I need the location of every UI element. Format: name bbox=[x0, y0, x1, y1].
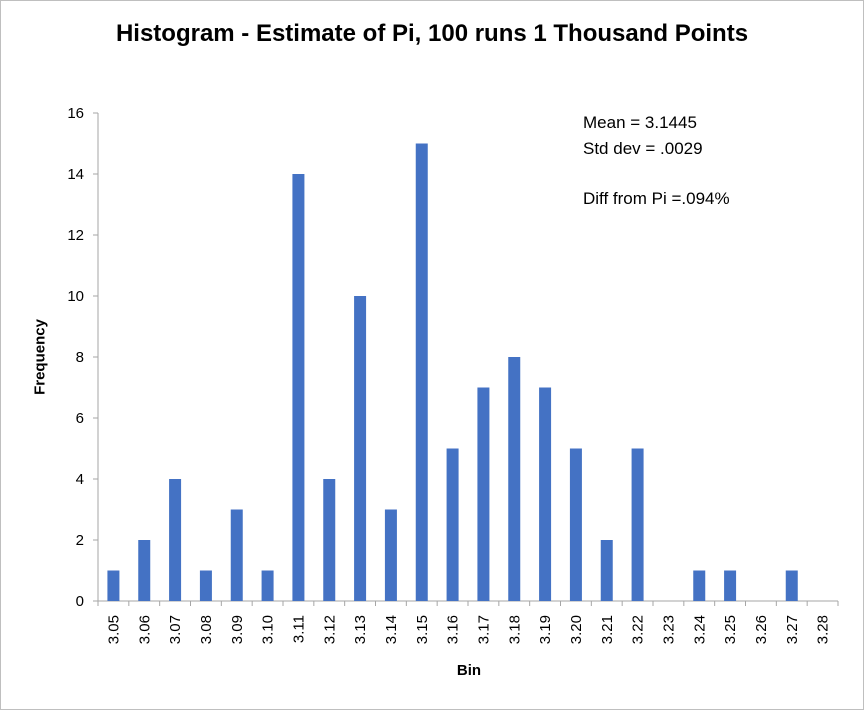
bar-3-08 bbox=[199, 570, 212, 601]
y-tick-label: 14 bbox=[67, 166, 84, 183]
y-tick-label: 8 bbox=[76, 349, 84, 366]
bar-3-18 bbox=[508, 357, 521, 601]
x-tick-label: 3.18 bbox=[506, 615, 523, 644]
x-tick-label: 3.08 bbox=[198, 615, 215, 644]
annotation-spacer bbox=[583, 162, 730, 186]
x-tick-label: 3.22 bbox=[630, 615, 647, 644]
bar-3-09 bbox=[230, 509, 243, 601]
annotation-diff-from-pi: Diff from Pi =.094% bbox=[583, 189, 730, 208]
bar-3-12 bbox=[323, 479, 336, 601]
x-tick-label: 3.17 bbox=[475, 615, 492, 644]
bar-3-27 bbox=[785, 570, 798, 601]
bar-3-24 bbox=[693, 570, 706, 601]
y-tick-label: 2 bbox=[76, 532, 84, 549]
y-tick-label: 6 bbox=[76, 410, 84, 427]
x-tick-label: 3.23 bbox=[660, 615, 677, 644]
y-tick-label: 0 bbox=[76, 593, 84, 610]
x-tick-label: 3.28 bbox=[815, 615, 832, 644]
annotation-std-dev: Std dev = .0029 bbox=[583, 139, 703, 158]
x-tick-label: 3.20 bbox=[568, 615, 585, 644]
y-tick-label: 4 bbox=[76, 471, 84, 488]
x-tick-label: 3.27 bbox=[784, 615, 801, 644]
bar-3-06 bbox=[138, 540, 151, 601]
bar-3-11 bbox=[292, 174, 305, 601]
x-tick-label: 3.12 bbox=[321, 615, 338, 644]
x-tick-label: 3.07 bbox=[167, 615, 184, 644]
x-tick-label: 3.06 bbox=[136, 615, 153, 644]
bar-3-15 bbox=[415, 143, 428, 601]
bar-3-17 bbox=[477, 387, 490, 601]
x-tick-label: 3.25 bbox=[722, 615, 739, 644]
bar-3-25 bbox=[724, 570, 737, 601]
x-tick-label: 3.11 bbox=[290, 615, 307, 643]
bar-3-10 bbox=[261, 570, 274, 601]
x-tick-label: 3.21 bbox=[599, 615, 616, 644]
x-tick-label: 3.26 bbox=[753, 615, 770, 644]
y-tick-label: 12 bbox=[67, 227, 84, 244]
x-tick-label: 3.15 bbox=[414, 615, 431, 644]
chart-title: Histogram - Estimate of Pi, 100 runs 1 T… bbox=[115, 20, 749, 47]
x-axis-label: Bin bbox=[456, 662, 482, 679]
x-tick-label: 3.05 bbox=[105, 615, 122, 644]
y-tick-label: 16 bbox=[67, 105, 84, 122]
y-tick-label: 10 bbox=[67, 288, 84, 305]
stats-annotation: Mean = 3.1445 Std dev = .0029 Diff from … bbox=[583, 110, 730, 212]
bar-3-19 bbox=[539, 387, 552, 601]
x-tick-label: 3.16 bbox=[445, 615, 462, 644]
bar-3-21 bbox=[600, 540, 613, 601]
bar-3-20 bbox=[569, 448, 582, 601]
annotation-mean: Mean = 3.1445 bbox=[583, 113, 697, 132]
y-axis-label: Frequency bbox=[31, 319, 49, 395]
bar-3-14 bbox=[384, 509, 397, 601]
bar-3-22 bbox=[631, 448, 644, 601]
bar-3-07 bbox=[169, 479, 182, 601]
x-tick-label: 3.09 bbox=[229, 615, 246, 644]
x-tick-label: 3.10 bbox=[260, 615, 277, 644]
bar-3-13 bbox=[354, 296, 367, 601]
x-tick-label: 3.13 bbox=[352, 615, 369, 644]
x-tick-label: 3.14 bbox=[383, 615, 400, 644]
x-tick-label: 3.19 bbox=[537, 615, 554, 644]
x-tick-label: 3.24 bbox=[691, 615, 708, 644]
bar-3-05 bbox=[107, 570, 120, 601]
bar-3-16 bbox=[446, 448, 459, 601]
